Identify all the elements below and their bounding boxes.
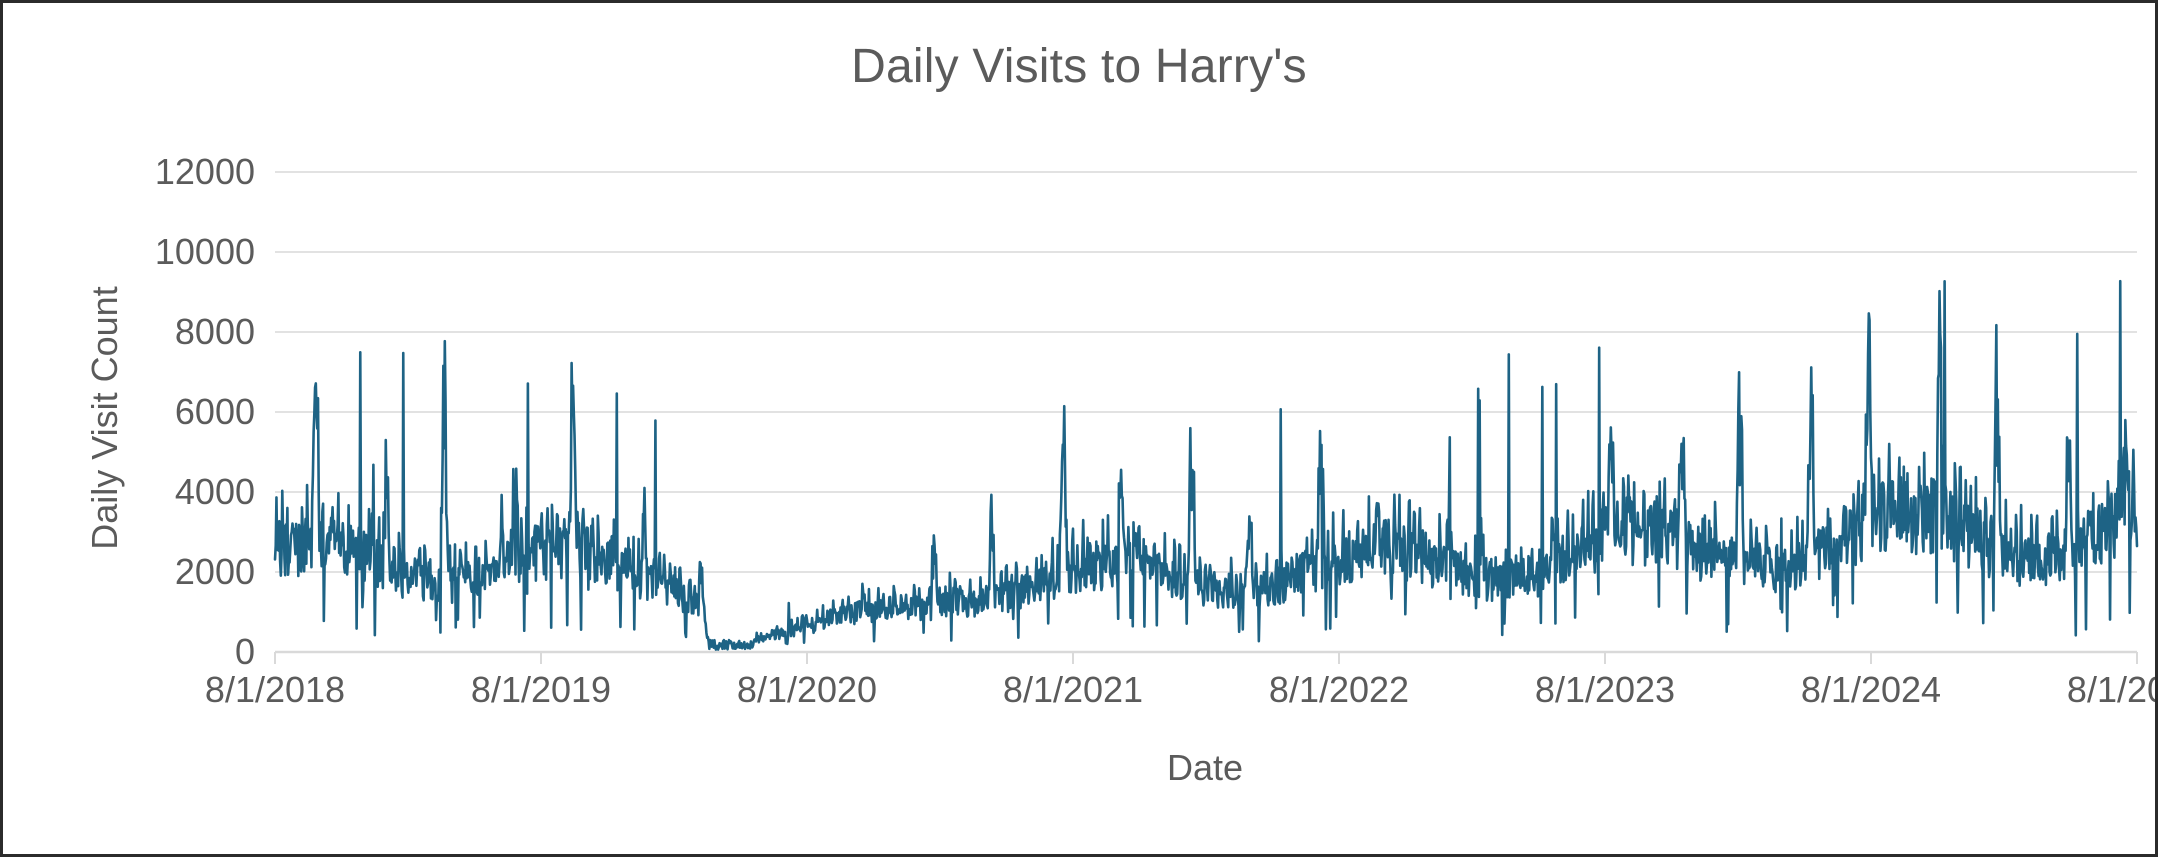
x-tick-marks: [274, 652, 2138, 664]
x-tick-label: 8/1/2024: [1800, 669, 1942, 710]
y-tick-label: 12000: [154, 151, 255, 192]
y-tick-label: 4000: [174, 471, 255, 512]
y-tick-label: 8000: [174, 311, 255, 352]
plot-area: [273, 171, 2139, 664]
x-tick-label: 8/1/2020: [736, 669, 878, 710]
page-title: Daily Visits to Harry's: [851, 40, 1307, 93]
x-tick-label: 8/1/2021: [1002, 669, 1144, 710]
x-tick-label: 8/1/2019: [470, 669, 612, 710]
x-axis-tick-labels: 8/1/2018 8/1/2019 8/1/2020 8/1/2021 8/1/2022…: [205, 669, 2155, 719]
x-tick-label: 8/1/2018: [204, 669, 346, 710]
chart-canvas: Daily Visits to Harry's Daily Visit Coun…: [7, 7, 2155, 850]
y-axis-tick-labels: 12000 10000 8000 6000 4000 2000 0: [75, 151, 255, 672]
line-chart-svg: [273, 171, 2139, 664]
x-tick-label: 8/1/2022: [1268, 669, 1410, 710]
data-series-line: [273, 279, 2139, 651]
y-tick-label: 2000: [174, 551, 255, 592]
x-axis-label: Date: [1166, 747, 1244, 788]
y-tick-label: 10000: [154, 231, 255, 272]
x-tick-label: 8/1/2025: [2066, 669, 2155, 710]
x-tick-label: 8/1/2023: [1534, 669, 1676, 710]
y-tick-label: 6000: [174, 391, 255, 432]
y-tick-label: 0: [234, 631, 255, 672]
